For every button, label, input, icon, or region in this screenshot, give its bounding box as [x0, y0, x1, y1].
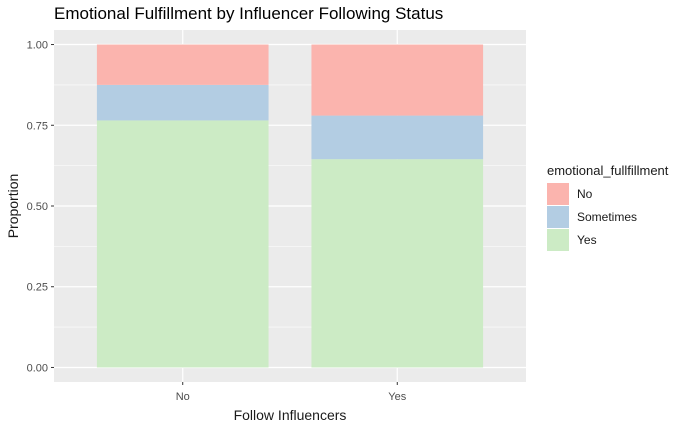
legend-label-sometimes: Sometimes: [577, 210, 637, 224]
y-tick-label: 1.00: [27, 40, 48, 52]
legend-key-sometimes: [547, 206, 569, 228]
x-tick-label: Yes: [388, 391, 406, 403]
bar-yes-yes: [311, 159, 484, 368]
bar-no-yes: [96, 120, 269, 368]
chart-title: Emotional Fulfillment by Influencer Foll…: [54, 4, 443, 23]
bar-yes-no: [311, 44, 484, 116]
x-tick-label: No: [176, 391, 190, 403]
y-tick-label: 0.25: [27, 282, 48, 294]
x-axis-title: Follow Influencers: [234, 407, 347, 423]
y-tick-label: 0.50: [27, 201, 48, 213]
y-tick-label: 0.00: [27, 362, 48, 374]
y-axis: 0.00 0.25 0.50 0.75 1.00: [27, 40, 54, 374]
legend-key-yes: [547, 229, 569, 251]
bar-no-no: [96, 44, 269, 85]
bar-no-sometimes: [96, 84, 269, 121]
x-axis: No Yes: [176, 382, 407, 403]
legend-title: emotional_fullfillment: [547, 163, 669, 178]
legend-label-no: No: [577, 187, 593, 201]
y-axis-title: Proportion: [5, 174, 21, 239]
legend-label-yes: Yes: [577, 233, 597, 247]
y-tick-label: 0.75: [27, 120, 48, 132]
legend: emotional_fullfillment No Sometimes Yes: [547, 163, 669, 251]
bar-yes-sometimes: [311, 115, 484, 160]
bars-layer: [96, 44, 484, 368]
legend-key-no: [547, 183, 569, 205]
